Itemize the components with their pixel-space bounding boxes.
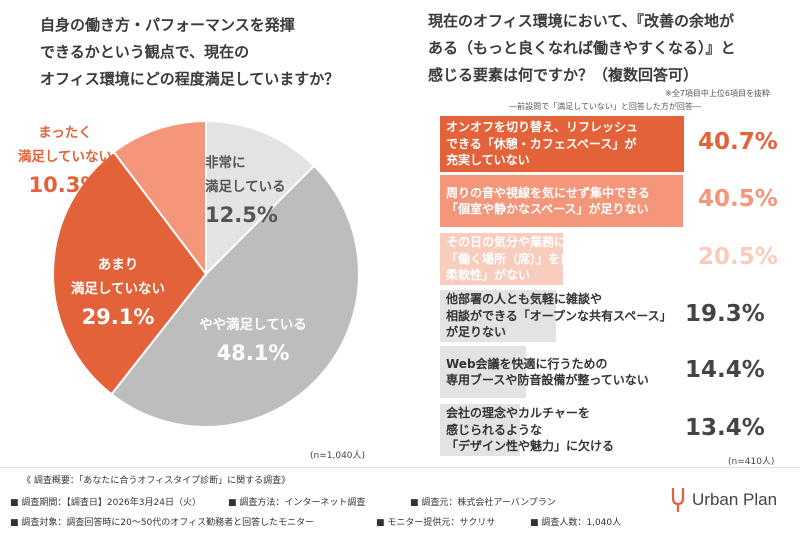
footer-period: ■ 調査期間：【調査日】2026年3月24日（火）	[10, 498, 201, 508]
bar	[440, 233, 563, 285]
footer-count: ■ 調査人数：1,040人	[530, 518, 622, 528]
bar-category-label-line: 充実していない	[446, 153, 530, 168]
pie-slice-label: あまり 満足していない	[70, 257, 166, 297]
logo-text: Urban Plan	[692, 490, 778, 509]
bar-category-label-line: その日の気分や業務に合わせて	[446, 235, 615, 250]
logo-mark-icon	[671, 488, 685, 512]
footer-provider: ■ モニター提供元：サクリサ	[376, 518, 496, 528]
left-question-line: できるかという観点で、現在の	[40, 43, 250, 61]
left-sample-size: (n=1,040人)	[310, 451, 366, 461]
pie-label-very-satisfied: 非常に 満足している 12.5%	[205, 150, 295, 232]
right-sample-size: (n=410人)	[728, 457, 775, 467]
pie-label-very-unsatisfied: まったく 満足していない 10.3%	[0, 120, 130, 202]
pie-label-somewhat-satisfied: やや満足している 48.1%	[188, 312, 318, 370]
bar-category-label-line: Web会議を快適に行うための	[446, 356, 608, 371]
bar	[440, 290, 556, 342]
bar-category-label-line: 周りの音や視線を気にせず集中できる	[446, 185, 650, 200]
pie-slice-label: 非常に 満足している	[205, 155, 286, 195]
left-question-line: オフィス環境にどの程度満足していますか？	[40, 70, 340, 88]
bar-value-label: 40.5%	[698, 186, 778, 212]
pie-slice-unsatisfied	[52, 150, 208, 396]
bar	[440, 175, 683, 227]
right-question: 現在のオフィス環境において、『改善の余地が ある（もっと良くなれば働きやすくなる…	[428, 8, 798, 89]
bar-category-label-line: 会社の理念やカルチャーを	[446, 406, 590, 421]
bar-category-label-line: 柔軟性」がない	[446, 268, 531, 283]
pie-slice-value: 48.1%	[216, 341, 290, 365]
bar-value-label: 20.5%	[698, 244, 778, 270]
pie-slice-very-unsatisfied	[112, 119, 207, 277]
bar-category-label: オンオフを切り替え、リフレッシュ できる「休憩・カフェスペース」が 充実していない	[446, 119, 638, 169]
bar-category-label: 周りの音や視線を気にせず集中できる 「個室や静かなスペース」が足りない	[446, 185, 650, 218]
right-question-line: ある（もっと良くなれば働きやすくなる）』と	[428, 39, 736, 57]
right-question-line: 現在のオフィス環境において、『改善の余地が	[428, 12, 735, 30]
footer-method: ■ 調査方法：インターネット調査	[228, 498, 366, 508]
bar-category-label-line: 相談ができる「オープンな共有スペース」	[446, 308, 672, 323]
right-note: ※全7項目中上位6項目を抜粋	[665, 89, 770, 98]
bar-value-label: 14.4%	[685, 357, 765, 383]
bar-category-label-line: 感じられるような	[446, 422, 543, 437]
bar-row: Web会議を快適に行うための専用ブースや防音設備が整っていない 14.4%	[440, 346, 780, 398]
bar-value-label: 19.3%	[685, 301, 765, 327]
bar-category-label-line: できる「休憩・カフェスペース」が	[446, 136, 637, 151]
bar-category-label-line: オンオフを切り替え、リフレッシュ	[446, 120, 639, 135]
right-question-line: 感じる要素は何ですか？（複数回答可）	[428, 66, 699, 84]
bar-value-label: 13.4%	[685, 415, 765, 441]
bar-row: 周りの音や視線を気にせず集中できる 「個室や静かなスペース」が足りない 40.5%	[440, 175, 780, 227]
bar-category-label-line: 「個室や静かなスペース」が足りない	[446, 202, 649, 216]
bar-category-label-line: が足りない	[446, 325, 507, 340]
pie-slice-label: やや満足している	[199, 317, 307, 333]
bar-value-label: 40.7%	[698, 129, 778, 155]
footer-divider	[0, 467, 800, 468]
bar-row: その日の気分や業務に合わせて 「働く場所（席）」を自由に選べる 柔軟性」がない 20.…	[440, 233, 780, 285]
urban-plan-logo: Urban Plan	[670, 486, 777, 514]
pie-slice-somewhat-satisfied	[110, 164, 360, 428]
bar-row: オンオフを切り替え、リフレッシュ できる「休憩・カフェスペース」が 充実していない 4…	[440, 116, 780, 172]
bar-category-label: 会社の理念やカルチャーを 感じられるような「デザイン性や魅力」に欠ける	[446, 405, 614, 455]
bar-category-label-line: 「働く場所（席）」を自由に選べる	[446, 251, 633, 266]
footer-target: ■ 調査対象：調査回答時に20～50代のオフィス勤務者と回答したモニター	[10, 518, 315, 528]
bar	[440, 404, 521, 456]
footer-source: ■ 調査元：株式会社アーバンプラン	[410, 498, 556, 508]
bar-row: 会社の理念やカルチャーを 感じられるような「デザイン性や魅力」に欠ける 13.4%	[440, 404, 780, 456]
left-question-line: 自身の働き方・パフォーマンスを発揮	[40, 16, 295, 34]
bar	[440, 116, 684, 172]
bar-category-label-line: 専用ブースや防音設備が整っていない	[446, 373, 649, 387]
bar	[440, 346, 527, 398]
pie-slice-label: まったく 満足していない	[17, 125, 113, 165]
bar-category-label-line: 他部署の人とも気軽に雑談や	[446, 292, 603, 307]
bar-category-label-line: 「デザイン性や魅力」に欠ける	[446, 439, 615, 454]
bar-category-label: 他部署の人とも気軽に雑談や 相談ができる「オープンな共有スペース」 が足りない	[446, 291, 672, 341]
pie-slice-very-satisfied	[205, 119, 316, 277]
footer-title: 《 調査概要：「あなたに合うオフィスタイプ診断」に関する調査》	[22, 476, 291, 486]
right-subtitle: ―前設問で「満足していない」と回答した方が回答―	[509, 102, 701, 111]
bar-row: 他部署の人とも気軽に雑談や 相談ができる「オープンな共有スペース」 が足りない 19.…	[440, 290, 780, 342]
pie-slice-value: 12.5%	[205, 203, 278, 227]
pie-slice-value: 10.3%	[28, 173, 102, 197]
pie-slice-value: 29.1%	[81, 305, 155, 329]
pie-label-unsatisfied: あまり 満足していない 29.1%	[58, 252, 178, 334]
bar-category-label: その日の気分や業務に合わせて 「働く場所（席）」を自由に選べる 柔軟性」がない	[446, 234, 632, 284]
left-question: 自身の働き方・パフォーマンスを発揮 できるかという観点で、現在の オフィス環境に…	[40, 12, 400, 93]
bar-category-label: Web会議を快適に行うための専用ブースや防音設備が整っていない	[446, 356, 649, 389]
